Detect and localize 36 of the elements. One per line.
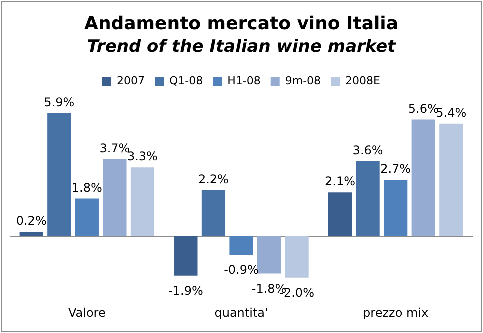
x-tick-label: Valore: [68, 306, 106, 320]
bar: [75, 198, 99, 236]
bar: [20, 232, 44, 236]
data-label: -1.9%: [168, 284, 204, 298]
legend-label: 2007: [117, 74, 146, 88]
x-tick-label: prezzo mix: [363, 306, 429, 320]
data-label: 3.6%: [352, 143, 384, 158]
data-label: -0.9%: [224, 263, 259, 278]
data-label: 1.8%: [72, 180, 102, 195]
data-label: 5.4%: [436, 106, 467, 120]
data-label: 0.2%: [16, 214, 47, 228]
data-label: 3.7%: [100, 141, 130, 156]
bar: [202, 190, 226, 236]
bar: [440, 124, 464, 236]
chart-subtitle: Trend of the Italian wine market: [87, 37, 397, 58]
data-label: 2.7%: [380, 162, 412, 176]
legend-label: Q1-08: [170, 74, 204, 88]
x-tick-label: quantita': [214, 306, 268, 320]
bar: [356, 161, 380, 236]
data-label: 5.9%: [44, 96, 75, 110]
data-label: 2.2%: [198, 172, 229, 187]
bar: [328, 192, 352, 236]
bar: [48, 113, 72, 236]
legend-label: 9m-08: [285, 74, 322, 88]
data-label: 2.1%: [325, 174, 356, 189]
chart-title: Andamento mercato vino Italia: [84, 13, 398, 34]
bar: [257, 236, 282, 274]
bar: [285, 236, 309, 278]
bar: [174, 236, 198, 276]
bar: [230, 236, 254, 256]
legend-label: 2008E: [346, 74, 381, 88]
bar: [103, 159, 127, 236]
bar: [412, 120, 436, 236]
bar: [130, 168, 155, 236]
bar: [384, 180, 408, 236]
legend-label: H1-08: [228, 74, 261, 88]
